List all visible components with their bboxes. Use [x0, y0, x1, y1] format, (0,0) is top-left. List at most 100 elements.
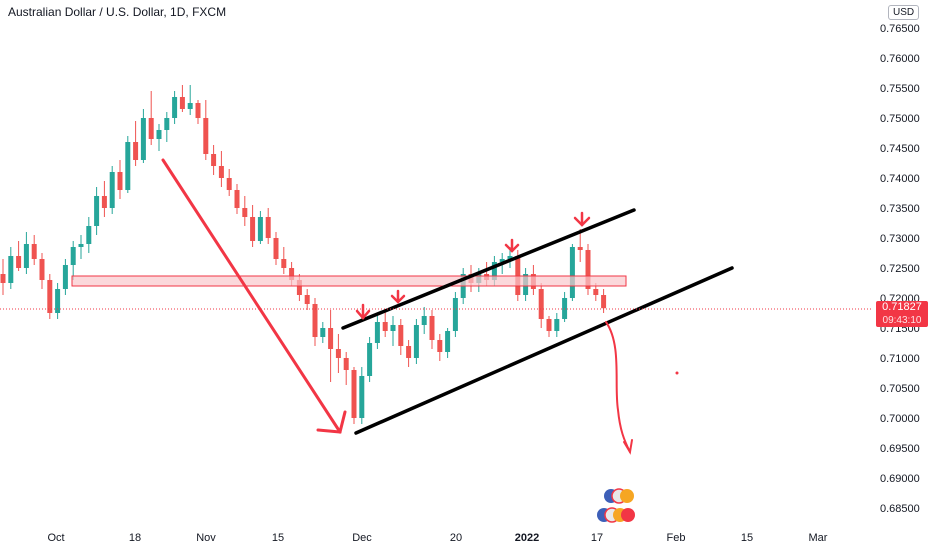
- time-tick-label: Nov: [196, 532, 216, 544]
- candle: [452, 292, 458, 337]
- time-tick-label: 15: [741, 532, 753, 544]
- time-tick-label: 20: [450, 532, 462, 544]
- candle: [374, 316, 380, 349]
- candle: [398, 319, 404, 355]
- time-tick-label: 15: [272, 532, 284, 544]
- stray-dot: [675, 371, 679, 375]
- candle: [343, 352, 349, 385]
- candle: [47, 274, 53, 319]
- price-tick-label: 0.75000: [880, 113, 920, 125]
- candle: [31, 235, 37, 265]
- down-arrow-drawing[interactable]: [161, 158, 347, 434]
- candle: [218, 151, 224, 187]
- candle: [304, 289, 310, 310]
- candle: [211, 145, 217, 175]
- candle: [125, 136, 131, 193]
- price-tick-label: 0.73000: [880, 233, 920, 245]
- candle: [554, 313, 560, 337]
- candle: [140, 109, 146, 163]
- candle: [257, 211, 263, 244]
- time-tick-label: Mar: [809, 532, 828, 544]
- time-tick-label: 17: [591, 532, 603, 544]
- currency-badge[interactable]: USD: [888, 5, 920, 20]
- flag-icon: [604, 488, 634, 504]
- touch-markers: [355, 211, 591, 320]
- time-tick-label: Oct: [47, 532, 64, 544]
- candle: [133, 121, 139, 166]
- candle: [55, 283, 61, 319]
- candle: [16, 241, 22, 271]
- candle: [382, 310, 388, 337]
- down-marker-icon: [504, 238, 520, 253]
- candle: [94, 187, 100, 235]
- time-tick-label: Feb: [667, 532, 686, 544]
- candle: [351, 367, 357, 424]
- candle: [437, 334, 443, 361]
- upper-channel-line[interactable]: [341, 208, 636, 330]
- candle: [156, 124, 162, 151]
- candle: [546, 316, 552, 337]
- candles-layer: [0, 85, 607, 424]
- down-marker-icon: [573, 211, 591, 227]
- candle: [312, 298, 318, 346]
- price-tick-label: 0.74500: [880, 143, 920, 155]
- lower-channel-line[interactable]: [354, 266, 734, 435]
- candle: [390, 316, 396, 346]
- price-tick-label: 0.69000: [880, 473, 920, 485]
- bar-countdown: 09:43:10: [882, 315, 922, 326]
- candle: [242, 196, 248, 226]
- last-price-tag: 0.71827 09:43:10: [876, 301, 928, 327]
- candle: [187, 85, 193, 115]
- flag-icon: [597, 507, 635, 523]
- chart-title: Australian Dollar / U.S. Dollar, 1D, FXC…: [8, 5, 227, 19]
- candle: [328, 310, 334, 382]
- price-tick-label: 0.74000: [880, 173, 920, 185]
- candle: [117, 160, 123, 199]
- candle: [569, 244, 575, 301]
- price-tick-label: 0.76000: [880, 53, 920, 65]
- event-icons[interactable]: [597, 488, 635, 523]
- candle: [195, 100, 201, 124]
- candle: [359, 367, 365, 424]
- candle: [101, 181, 107, 217]
- candle: [109, 166, 115, 214]
- candle: [445, 328, 451, 358]
- candle: [429, 310, 435, 349]
- price-tick-label: 0.69500: [880, 443, 920, 455]
- candle: [538, 283, 544, 328]
- candle: [562, 292, 568, 322]
- last-price-value: 0.71827: [882, 301, 922, 313]
- candle: [164, 112, 170, 142]
- candle: [281, 247, 287, 274]
- price-tick-label: 0.68500: [880, 503, 920, 515]
- price-tick-label: 0.73500: [880, 203, 920, 215]
- candle: [421, 307, 427, 334]
- candle: [250, 205, 256, 247]
- time-axis[interactable]: Oct 18 Nov 15 Dec 20 2022 17 Feb 15 Mar: [47, 532, 827, 544]
- candle: [39, 253, 45, 289]
- time-tick-label: 18: [129, 532, 141, 544]
- candle: [62, 259, 68, 295]
- price-tick-label: 0.76500: [880, 23, 920, 35]
- candle: [320, 322, 326, 343]
- price-tick-label: 0.70000: [880, 413, 920, 425]
- candle: [0, 259, 6, 295]
- candle: [78, 235, 84, 259]
- price-tick-label: 0.71000: [880, 353, 920, 365]
- projection-curve[interactable]: [605, 321, 633, 455]
- candle: [585, 244, 591, 295]
- candle: [8, 247, 14, 289]
- candle: [273, 232, 279, 265]
- candle: [413, 319, 419, 364]
- price-tick-label: 0.75500: [880, 83, 920, 95]
- candle: [265, 208, 271, 244]
- candle: [172, 91, 178, 124]
- time-tick-label: Dec: [352, 532, 372, 544]
- price-axis[interactable]: 0.76500 0.76000 0.75500 0.75000 0.74500 0.740…: [880, 23, 920, 515]
- price-tick-label: 0.70500: [880, 383, 920, 395]
- resistance-zone[interactable]: [71, 275, 627, 287]
- price-tick-label: 0.72500: [880, 263, 920, 275]
- candle: [226, 169, 232, 196]
- candle: [70, 241, 76, 280]
